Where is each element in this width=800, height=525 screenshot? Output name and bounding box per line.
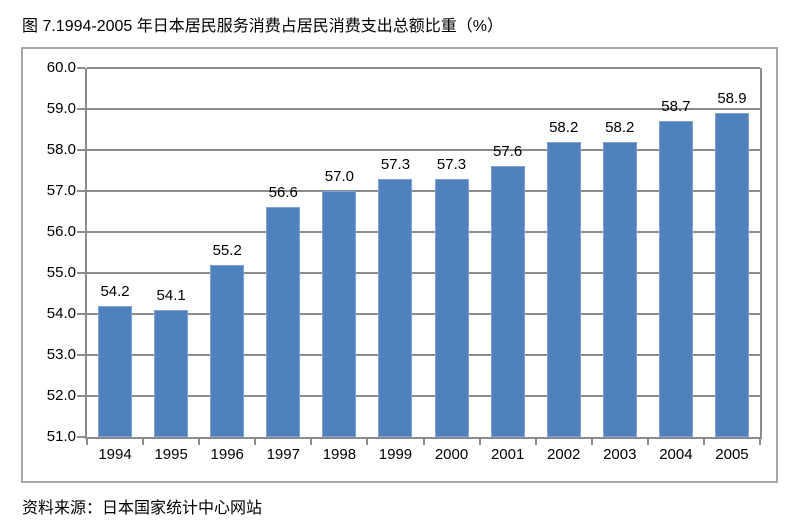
y-axis-tick [77, 395, 85, 397]
bar-1996 [210, 264, 245, 437]
bar-value-label: 58.7 [661, 98, 691, 116]
bar-value-label: 57.3 [380, 155, 411, 173]
y-axis-tick [77, 272, 85, 274]
x-axis-label: 1998 [322, 446, 357, 463]
x-axis-label: 2004 [659, 446, 693, 463]
gridline [87, 395, 760, 397]
x-axis-tick [310, 439, 313, 445]
gridline [87, 149, 760, 151]
bar-1997 [266, 207, 301, 437]
x-axis-label: 1994 [98, 446, 132, 463]
y-axis-tick [77, 313, 85, 315]
x-axis-label: 2005 [715, 446, 749, 463]
x-axis-label: 1996 [210, 446, 244, 463]
y-axis-label: 56.0 [46, 223, 76, 240]
y-axis-label: 53.0 [46, 346, 76, 363]
y-axis-label: 52.0 [46, 387, 76, 404]
x-axis-label: 1995 [154, 446, 188, 463]
bar-2002 [546, 141, 581, 437]
x-axis-tick [702, 439, 705, 445]
bar-2004 [658, 121, 693, 437]
y-axis-label: 59.0 [46, 100, 76, 117]
x-axis-tick [534, 439, 537, 445]
bar-value-label: 55.2 [212, 241, 242, 259]
x-axis-label: 1997 [266, 446, 300, 463]
y-axis-label: 55.0 [46, 264, 76, 281]
bar-value-label: 57.6 [493, 143, 523, 161]
y-axis-tick [77, 67, 85, 69]
y-axis-label: 60.0 [46, 59, 76, 76]
x-axis-tick [646, 439, 649, 445]
x-axis-tick [254, 439, 257, 445]
x-axis-tick [198, 439, 201, 445]
bar-2000 [434, 178, 469, 437]
bar-2001 [490, 166, 525, 437]
y-axis-tick [77, 108, 85, 110]
x-axis-label: 2002 [547, 446, 581, 463]
chart-frame: 54.2 54.1 55.2 56.6 57.0 57.3 57.3 57.6 58.2 58.2… [21, 47, 778, 483]
x-axis-tick [86, 439, 88, 445]
y-axis-tick [77, 149, 85, 151]
gridline [87, 190, 760, 192]
gridline [87, 354, 760, 356]
x-axis-tick [759, 439, 761, 445]
source-note: 资料来源：日本国家统计中心网站 [22, 500, 263, 517]
x-axis-tick [478, 439, 481, 445]
bar-1994 [98, 305, 133, 437]
y-axis-tick [77, 190, 85, 192]
bar-1995 [154, 309, 189, 437]
bar-value-label: 54.2 [100, 282, 130, 300]
gridline [87, 67, 760, 69]
bar-1998 [322, 191, 357, 437]
x-axis-tick [422, 439, 425, 445]
bar-value-label: 58.2 [605, 118, 635, 136]
bar-2003 [602, 141, 637, 437]
bar-value-label: 54.1 [156, 286, 186, 304]
bar-2005 [714, 113, 749, 437]
y-axis-label: 58.0 [46, 141, 76, 158]
y-axis-tick [77, 231, 85, 233]
plot-area: 54.2 54.1 55.2 56.6 57.0 57.3 57.3 57.6 58.2 58.2… [85, 67, 762, 439]
y-axis-label: 57.0 [46, 182, 76, 199]
chart-title: 图 7.1994-2005 年日本居民服务消费占居民消费支出总额比重（%） [22, 18, 503, 35]
x-axis-tick [590, 439, 593, 445]
y-axis-label: 54.0 [46, 305, 76, 322]
y-axis-tick [77, 436, 85, 438]
bar-value-label: 57.3 [436, 155, 467, 173]
y-axis-tick [77, 354, 85, 356]
x-axis-tick [142, 439, 145, 445]
x-axis-label: 2001 [490, 446, 525, 463]
bar-value-label: 57.0 [324, 168, 354, 185]
gridline [87, 108, 760, 110]
x-axis-label: 2000 [434, 446, 469, 463]
bar-value-label: 58.9 [717, 90, 747, 108]
gridline [87, 272, 760, 274]
x-axis-label: 2003 [603, 446, 637, 463]
x-axis-tick [366, 439, 369, 445]
bar-value-label: 58.2 [549, 118, 579, 136]
gridline [87, 313, 760, 315]
bar-1999 [378, 178, 413, 437]
y-axis-label: 51.0 [46, 428, 76, 445]
x-axis-label: 1999 [378, 446, 413, 463]
gridline [87, 231, 760, 233]
bar-value-label: 56.6 [268, 184, 298, 202]
